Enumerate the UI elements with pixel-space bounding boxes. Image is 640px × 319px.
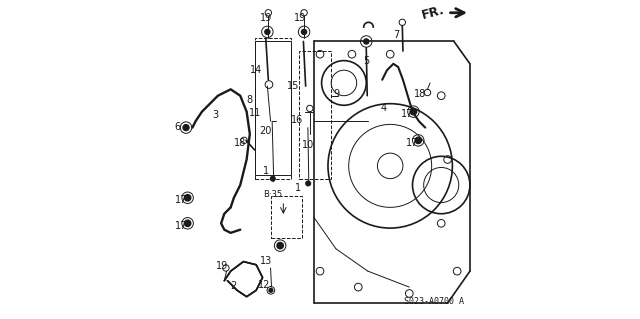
Circle shape xyxy=(415,137,422,144)
Text: S023-A0700 A: S023-A0700 A xyxy=(404,297,463,306)
Circle shape xyxy=(277,242,284,249)
Text: 19: 19 xyxy=(294,12,307,23)
Text: 18: 18 xyxy=(234,138,246,148)
Text: 5: 5 xyxy=(363,56,369,66)
Text: 8: 8 xyxy=(247,95,253,106)
Text: 17: 17 xyxy=(401,109,413,119)
Text: 16: 16 xyxy=(291,115,303,125)
Text: FR.: FR. xyxy=(420,4,446,22)
Bar xyxy=(271,196,303,238)
Circle shape xyxy=(301,29,307,34)
Polygon shape xyxy=(224,262,262,297)
Text: 1: 1 xyxy=(295,182,301,193)
Text: 7: 7 xyxy=(394,30,400,40)
Text: 10: 10 xyxy=(302,140,314,150)
Text: 11: 11 xyxy=(250,108,262,118)
Circle shape xyxy=(269,288,273,292)
Text: 9: 9 xyxy=(333,89,340,100)
Text: 17: 17 xyxy=(406,138,419,148)
Text: 19: 19 xyxy=(260,12,273,23)
Circle shape xyxy=(270,176,275,181)
Text: 15: 15 xyxy=(287,81,299,91)
Circle shape xyxy=(184,195,191,201)
Text: 2: 2 xyxy=(230,280,236,291)
Circle shape xyxy=(364,39,369,44)
Text: 14: 14 xyxy=(250,65,262,75)
Text: 17: 17 xyxy=(175,195,188,205)
Circle shape xyxy=(183,124,189,131)
Text: 3: 3 xyxy=(212,110,218,120)
Bar xyxy=(300,51,331,179)
Bar xyxy=(255,41,291,175)
Text: 19: 19 xyxy=(216,261,228,271)
Circle shape xyxy=(410,108,417,115)
Circle shape xyxy=(306,181,311,186)
Text: 17: 17 xyxy=(175,221,188,231)
Text: 4: 4 xyxy=(381,103,387,113)
Text: B·35: B·35 xyxy=(263,190,282,199)
Circle shape xyxy=(184,220,191,226)
Text: 1: 1 xyxy=(262,166,269,176)
Bar xyxy=(255,38,291,179)
Text: 12: 12 xyxy=(258,279,270,290)
Text: 13: 13 xyxy=(260,256,272,266)
Circle shape xyxy=(265,29,270,34)
Text: 6: 6 xyxy=(174,122,180,132)
Text: 18: 18 xyxy=(414,89,427,99)
Text: 20: 20 xyxy=(260,126,272,136)
